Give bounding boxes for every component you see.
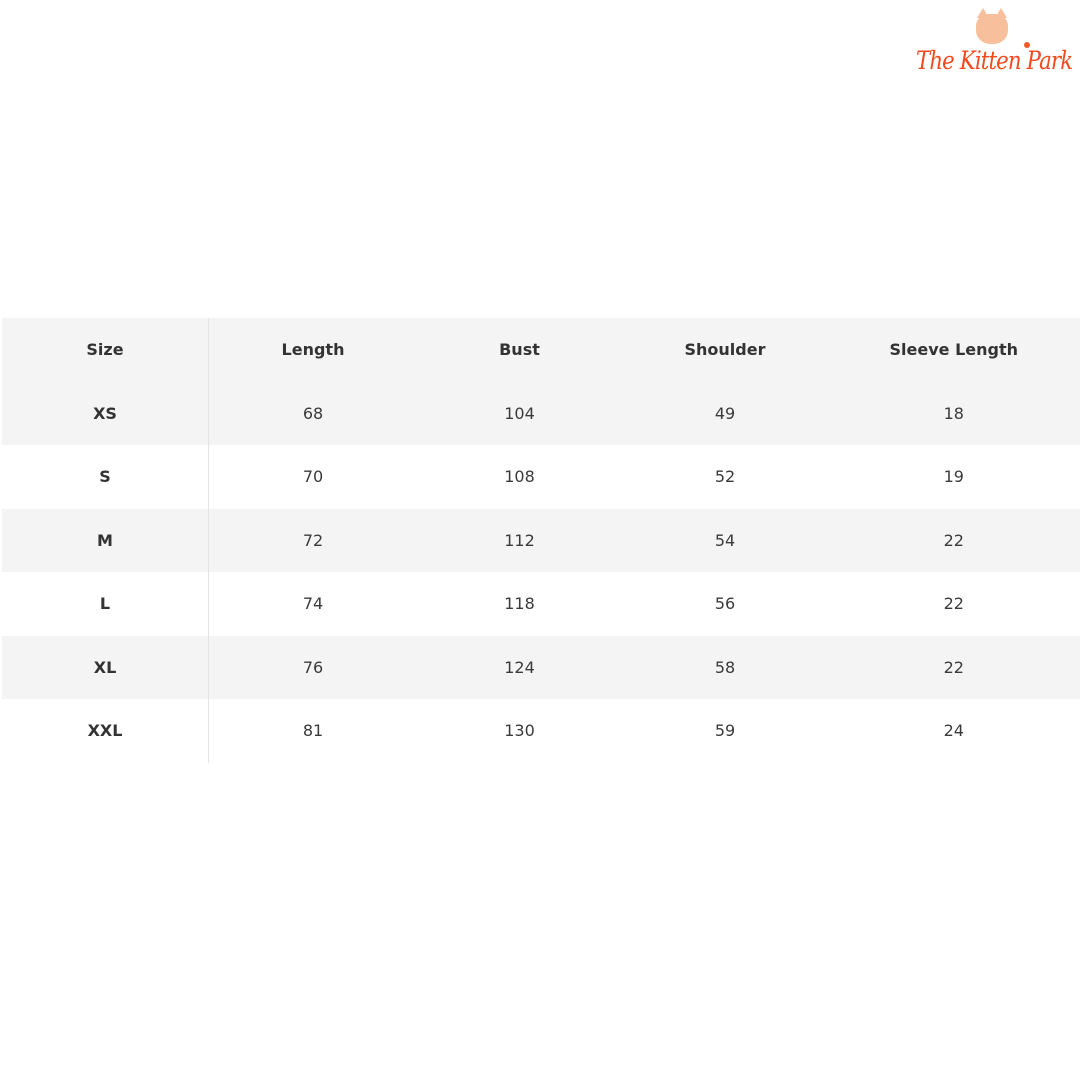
measurement-cell: 22 (943, 530, 964, 550)
table-row: XL 76 124 58 22 (2, 635, 1080, 699)
size-cell: S (2, 445, 209, 509)
measurement-cell: 70 (302, 467, 324, 487)
measurement-cell: 72 (302, 530, 324, 550)
logo-text: The Kitten Park (916, 46, 1073, 75)
measurement-cell: 54 (714, 530, 736, 550)
measurement-cell: 118 (504, 594, 535, 614)
column-header: Sleeve Length (889, 340, 1019, 360)
table-row: L 74 118 56 22 (2, 572, 1080, 636)
measurement-cell: 74 (302, 594, 324, 614)
measurement-cell: 22 (943, 657, 964, 677)
table-row: S 70 108 52 19 (2, 445, 1080, 509)
column-header: Size (2, 318, 209, 382)
measurement-cell: 130 (504, 721, 535, 741)
paw-icon (1024, 42, 1030, 48)
size-cell: M (2, 508, 209, 572)
table-header-row: Size Length Bust Shoulder Sleeve Length (2, 318, 1080, 382)
column-header: Length (281, 340, 345, 360)
measurement-cell: 104 (504, 403, 535, 423)
table-row: XS 68 104 49 18 (2, 381, 1080, 445)
measurement-cell: 68 (302, 403, 324, 423)
measurement-cell: 56 (714, 594, 736, 614)
size-cell: XXL (2, 699, 209, 763)
measurement-cell: 49 (714, 403, 736, 423)
measurement-cell: 124 (504, 657, 535, 677)
size-cell: XL (2, 635, 209, 699)
measurement-cell: 52 (714, 467, 736, 487)
measurement-cell: 76 (302, 657, 324, 677)
measurement-cell: 112 (504, 530, 535, 550)
measurement-cell: 19 (943, 467, 964, 487)
table-row: XXL 81 130 59 24 (2, 699, 1080, 763)
measurement-cell: 81 (302, 721, 324, 741)
size-cell: XS (2, 381, 209, 445)
measurement-cell: 24 (943, 721, 964, 741)
measurement-cell: 58 (714, 657, 736, 677)
column-header: Bust (499, 340, 540, 360)
size-cell: L (2, 572, 209, 636)
column-header: Shoulder (684, 340, 766, 360)
size-chart-table: Size Length Bust Shoulder Sleeve Length XS 68… (2, 318, 1080, 763)
brand-logo: The Kitten Park (912, 8, 1073, 82)
measurement-cell: 59 (714, 721, 736, 741)
measurement-cell: 18 (943, 403, 964, 423)
measurement-cell: 108 (504, 467, 535, 487)
measurement-cell: 22 (943, 594, 964, 614)
kitten-icon (976, 8, 1008, 44)
table-row: M 72 112 54 22 (2, 508, 1080, 572)
